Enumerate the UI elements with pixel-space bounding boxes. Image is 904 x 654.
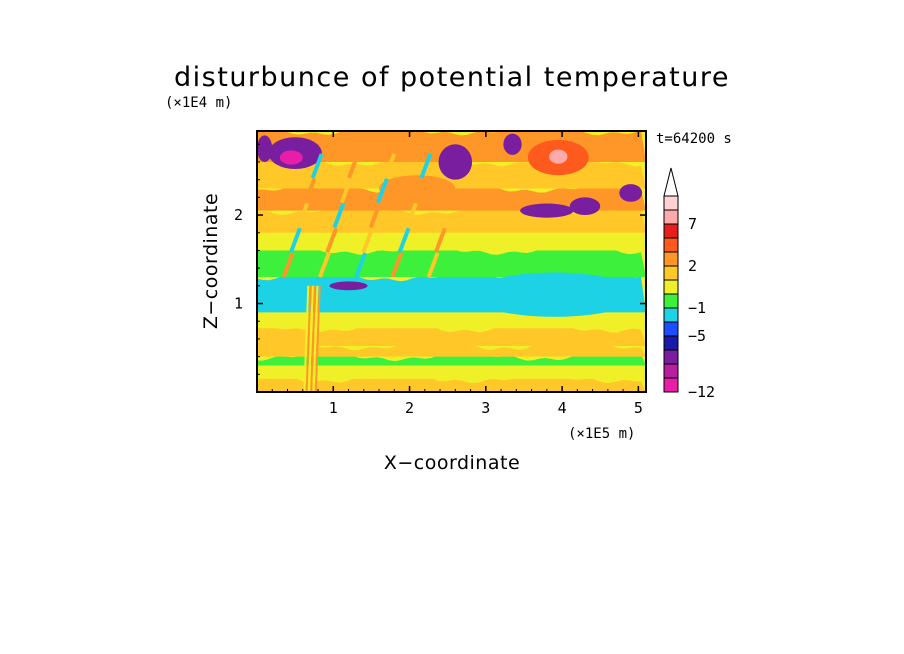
contour-layer bbox=[257, 361, 646, 379]
contour-feature bbox=[329, 281, 368, 291]
colorbar-swatch bbox=[663, 279, 679, 295]
wave-streak bbox=[390, 252, 404, 278]
colorbar-swatch bbox=[663, 237, 679, 253]
colorbar-swatch bbox=[663, 377, 679, 393]
wave-streak bbox=[405, 202, 418, 229]
colorbar-label: 7 bbox=[688, 215, 697, 233]
contour-feature bbox=[470, 272, 639, 317]
colorbar-label: −1 bbox=[688, 299, 706, 317]
x-unit-label: (×1E5 m) bbox=[568, 426, 635, 442]
colorbar-swatch bbox=[663, 251, 679, 267]
x-tick-label: 1 bbox=[329, 399, 338, 417]
colorbar-swatch bbox=[663, 293, 679, 309]
wave-streak bbox=[305, 285, 312, 392]
wave-streak bbox=[325, 227, 339, 253]
colorbar-extend-arrow bbox=[663, 167, 679, 197]
contour-layer bbox=[257, 307, 646, 329]
wave-streak bbox=[289, 227, 302, 253]
wave-streak bbox=[332, 202, 346, 229]
colorbar-swatch bbox=[663, 223, 679, 239]
wave-streak bbox=[303, 177, 317, 204]
contour-feature bbox=[503, 133, 522, 155]
y-tick-label: 1 bbox=[234, 295, 243, 313]
wave-streak bbox=[281, 252, 295, 278]
contour-feature bbox=[569, 197, 601, 216]
x-axis: 1 2 3 4 5 bbox=[271, 131, 643, 417]
colorbar-swatch bbox=[663, 307, 679, 323]
wave-streak bbox=[296, 202, 310, 229]
colorbar-swatch bbox=[663, 349, 679, 365]
contour-feature bbox=[520, 203, 574, 218]
plot-frame bbox=[256, 130, 647, 393]
wave-streak bbox=[433, 227, 447, 253]
contour-layer bbox=[257, 206, 646, 233]
contour-feature bbox=[619, 184, 643, 202]
contour-layer bbox=[257, 341, 646, 357]
wave-streak bbox=[339, 177, 353, 204]
wave-streak bbox=[347, 153, 360, 179]
x-tick-label: 5 bbox=[634, 399, 643, 417]
colorbar-label: 2 bbox=[688, 257, 697, 275]
wave-streak bbox=[307, 285, 314, 392]
chart-title: disturbunce of potential temperature bbox=[174, 62, 730, 93]
colorbar-swatch bbox=[663, 209, 679, 225]
wave-streak bbox=[397, 227, 411, 253]
contour-layer bbox=[257, 246, 646, 277]
wave-streak bbox=[412, 177, 425, 204]
contour-layer bbox=[257, 323, 646, 346]
wave-streak bbox=[354, 252, 368, 278]
wave-streak bbox=[426, 252, 440, 278]
contour-layer bbox=[257, 228, 646, 251]
y-axis: 12 bbox=[234, 143, 646, 375]
wave-streak bbox=[318, 252, 331, 278]
contour-plot bbox=[257, 131, 646, 392]
x-tick-label: 4 bbox=[558, 399, 567, 417]
colorbar-swatch bbox=[663, 265, 679, 281]
colorbar-swatch bbox=[663, 335, 679, 351]
y-unit-label: (×1E4 m) bbox=[165, 95, 232, 111]
colorbar-swatch bbox=[663, 195, 679, 211]
colorbar-swatch bbox=[663, 363, 679, 379]
wave-streak bbox=[419, 153, 433, 179]
contour-feature bbox=[279, 150, 303, 165]
x-tick-label: 2 bbox=[405, 399, 414, 417]
x-axis-title: X−coordinate bbox=[384, 452, 520, 474]
contour-feature bbox=[438, 144, 473, 180]
colorbar: −12−5−127 bbox=[663, 167, 715, 401]
wave-streak bbox=[314, 285, 321, 392]
time-label: t=64200 s bbox=[656, 131, 732, 147]
colorbar-label: −12 bbox=[688, 383, 715, 401]
wave-streak bbox=[361, 227, 375, 253]
wave-streak bbox=[310, 153, 324, 179]
x-tick-label: 3 bbox=[481, 399, 490, 417]
contour-feature bbox=[257, 135, 273, 162]
contour-feature bbox=[549, 149, 568, 164]
y-axis-title: Z−coordinate bbox=[200, 193, 222, 329]
colorbar-label: −5 bbox=[688, 327, 706, 345]
wave-streak bbox=[383, 153, 397, 179]
wave-streak bbox=[303, 285, 310, 392]
colorbar-swatch bbox=[663, 321, 679, 337]
wave-streak bbox=[368, 202, 382, 229]
contour-layer bbox=[257, 352, 646, 366]
y-tick-label: 2 bbox=[234, 206, 243, 224]
wave-streak bbox=[312, 285, 319, 392]
wave-streak bbox=[310, 285, 317, 392]
contour-feature bbox=[379, 175, 456, 202]
wave-streak bbox=[376, 177, 389, 204]
